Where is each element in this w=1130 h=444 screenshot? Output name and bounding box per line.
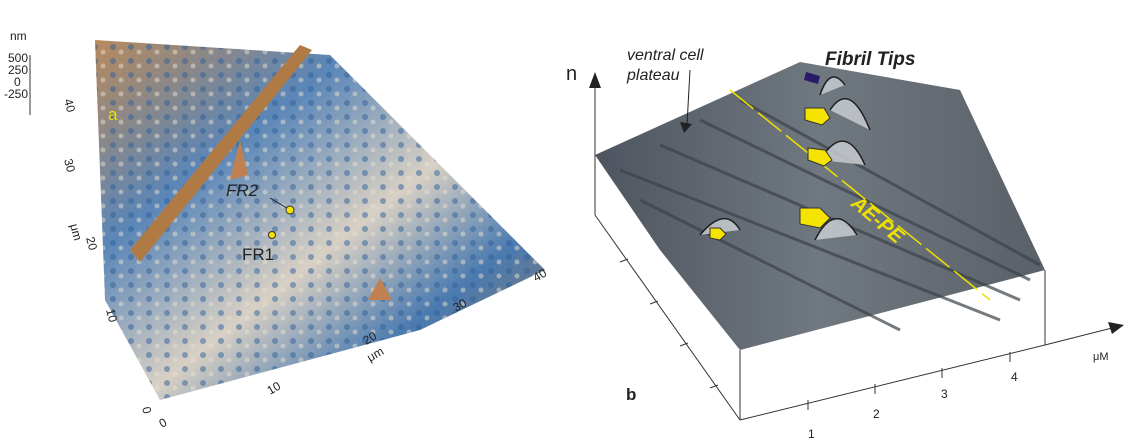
z-unit: nm — [10, 29, 27, 43]
marker-label: FR1 — [242, 245, 274, 264]
marker — [269, 232, 276, 239]
x-tick: 0 — [157, 415, 170, 431]
panel-a: nm 500 250 0 -250 a 40 30 μm 20 10 0 0 1… — [4, 29, 549, 431]
x-tick: 4 — [1011, 370, 1018, 384]
panel-label: a — [108, 105, 118, 124]
y-tick: 40 — [61, 97, 78, 114]
y-unit: μm — [67, 222, 85, 242]
x-tick: 1 — [808, 427, 815, 439]
annotation: plateau — [626, 67, 680, 84]
panel-label: b — [626, 385, 636, 404]
surface — [595, 62, 1045, 350]
x-tick: 2 — [873, 407, 880, 421]
y-tick: 0 — [139, 405, 154, 415]
z-tick: -250 — [4, 87, 28, 101]
y-tick: 20 — [83, 235, 100, 252]
figure: nm 500 250 0 -250 a 40 30 μm 20 10 0 0 1… — [0, 0, 1130, 439]
marker — [286, 206, 294, 214]
panel-b: ventral cell plateau Fibril Tips AE-PE n… — [566, 47, 1124, 439]
x-unit: μM — [1093, 351, 1109, 363]
y-tick: 30 — [61, 157, 78, 174]
x-tick: 10 — [265, 379, 284, 398]
annotation: ventral cell — [627, 47, 704, 64]
annotation: Fibril Tips — [825, 49, 915, 70]
x-tick: 3 — [941, 387, 948, 401]
arrow — [589, 72, 601, 88]
arrow — [1108, 322, 1124, 334]
marker-label: FR2 — [226, 181, 259, 200]
z-axis-label: n — [566, 63, 577, 85]
